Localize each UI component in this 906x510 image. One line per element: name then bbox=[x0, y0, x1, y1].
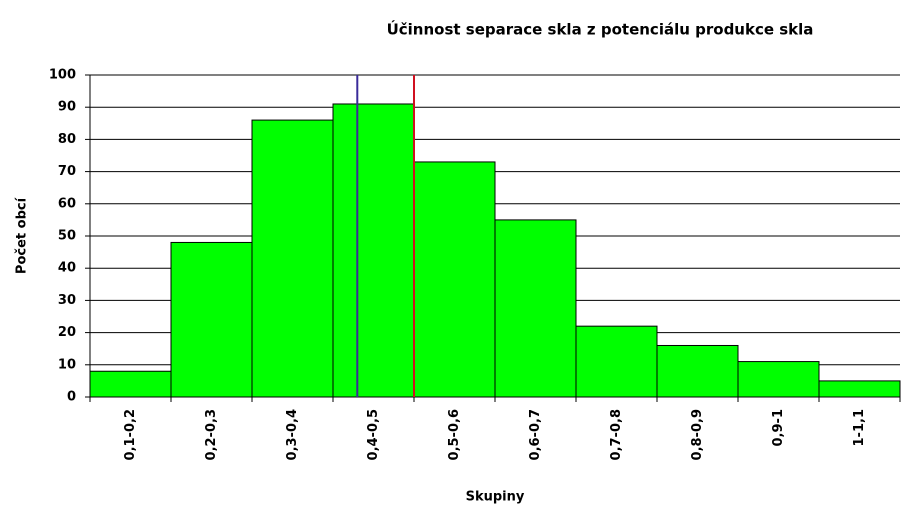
y-tick-label: 30 bbox=[58, 293, 76, 308]
bar bbox=[332, 103, 415, 398]
y-tick-label: 50 bbox=[58, 229, 76, 244]
x-tick-label: 0,8-0,9 bbox=[690, 409, 705, 460]
x-tick-label: 0,9-1 bbox=[771, 409, 786, 446]
y-tick-label: 70 bbox=[58, 164, 76, 179]
y-tick-label: 80 bbox=[58, 132, 76, 147]
x-tick-label: 1-1,1 bbox=[852, 409, 867, 446]
y-tick-label: 100 bbox=[49, 68, 76, 83]
x-tick-label: 0,6-0,7 bbox=[528, 409, 543, 460]
x-axis-label: Skupiny bbox=[466, 490, 525, 505]
bar bbox=[494, 219, 577, 398]
y-axis-label: Počet obcí bbox=[15, 196, 30, 274]
bar bbox=[737, 361, 820, 398]
bar bbox=[89, 370, 172, 398]
y-tick-label: 10 bbox=[58, 357, 76, 372]
bar bbox=[818, 380, 901, 398]
x-tick-label: 0,4-0,5 bbox=[366, 409, 381, 460]
bar bbox=[170, 241, 253, 398]
y-tick-label: 0 bbox=[67, 390, 76, 405]
y-tick-label: 90 bbox=[58, 100, 76, 115]
chart-title: Účinnost separace skla z potenciálu prod… bbox=[387, 20, 814, 39]
x-tick-label: 0,7-0,8 bbox=[609, 409, 624, 460]
bar bbox=[575, 325, 658, 398]
x-tick-label: 0,3-0,4 bbox=[285, 409, 300, 460]
bar bbox=[656, 344, 739, 398]
y-tick-label: 20 bbox=[58, 325, 76, 340]
y-tick-label: 40 bbox=[58, 261, 76, 276]
x-tick-label: 0,1-0,2 bbox=[123, 409, 138, 460]
x-tick-label: 0,5-0,6 bbox=[447, 409, 462, 460]
bar bbox=[413, 161, 496, 398]
y-tick-label: 60 bbox=[58, 196, 76, 211]
x-tick-label: 0,2-0,3 bbox=[204, 409, 219, 460]
bar bbox=[251, 119, 334, 398]
